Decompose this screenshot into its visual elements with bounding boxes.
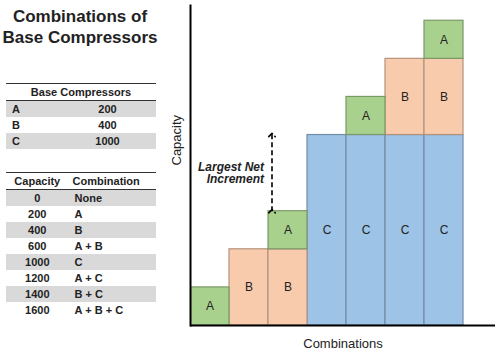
svg-text:Combinations: Combinations [303,336,383,351]
html-text:A + B: A + B [74,240,103,252]
html-text:1200: 1200 [25,272,50,284]
html-text:1600: 1600 [25,304,50,316]
svg-text:A: A [284,223,292,237]
svg-text:C: C [362,223,371,237]
html-text:Combinations of Base Compresso: Combinations of Base Compressors [2,7,158,47]
html-text:400: 400 [98,119,117,131]
html-text:B: B [74,224,83,236]
svg-text:C: C [440,223,449,237]
html-text:1000: 1000 [25,256,50,268]
html-text:1400: 1400 [25,288,50,300]
svg-text:A: A [440,33,448,47]
html-text:Combination: Combination [72,175,140,187]
html-text:A: A [12,103,20,115]
html-text:A: A [74,208,83,220]
html-text:200: 200 [98,103,117,115]
html-text:A + B + C: A + B + C [74,304,124,316]
svg-text:B: B [440,90,448,104]
html-text:A + C: A + C [74,272,103,284]
html-text:200: 200 [28,208,47,220]
html-text:B: B [12,119,20,131]
html-text:Capacity: Capacity [14,175,61,187]
html-text:C: C [74,256,83,268]
html-text:600: 600 [28,240,47,252]
svg-text:Capacity: Capacity [169,114,184,165]
html-text:1000: 1000 [95,135,120,147]
html-text:B + C: B + C [74,288,103,300]
svg-text:C: C [323,223,332,237]
svg-text:Largest NetIncrement: Largest NetIncrement [198,160,265,186]
html-text:400: 400 [28,224,47,236]
svg-text:C: C [401,223,410,237]
html-text:None: None [74,192,103,204]
svg-text:B: B [401,90,409,104]
html-text:0: 0 [34,192,41,204]
svg-text:B: B [245,280,253,294]
svg-text:A: A [206,299,214,313]
html-text:C: C [12,135,20,147]
svg-text:A: A [362,109,370,123]
html-text:Base Compressors: Base Compressors [30,86,132,98]
svg-text:B: B [284,280,292,294]
